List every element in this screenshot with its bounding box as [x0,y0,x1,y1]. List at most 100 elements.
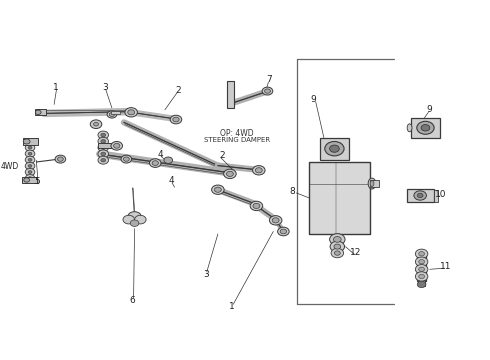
Circle shape [25,150,35,157]
Bar [227,81,234,108]
Circle shape [98,137,109,145]
Circle shape [28,165,32,167]
Bar [98,143,112,148]
Text: STEERING DAMPER: STEERING DAMPER [204,138,270,143]
Circle shape [98,131,109,139]
Bar [369,180,379,187]
Circle shape [262,87,273,95]
Circle shape [419,260,424,264]
Circle shape [152,161,158,166]
Bar [411,118,440,138]
Circle shape [114,143,120,148]
Circle shape [123,157,129,161]
Circle shape [101,133,106,137]
Circle shape [417,121,434,134]
Ellipse shape [370,181,374,186]
Circle shape [25,162,35,170]
Circle shape [330,145,339,152]
Bar [35,109,46,115]
Circle shape [35,110,41,114]
Circle shape [98,156,109,164]
Circle shape [57,157,63,161]
Circle shape [215,187,221,192]
Bar [111,111,120,114]
Text: 9: 9 [311,95,317,104]
Circle shape [121,155,132,163]
Text: 9: 9 [426,105,432,114]
Circle shape [334,237,341,242]
Circle shape [170,115,182,124]
Circle shape [419,274,424,279]
Circle shape [414,191,426,200]
Ellipse shape [368,178,376,189]
Circle shape [330,234,345,245]
Circle shape [416,249,428,258]
Text: 3: 3 [203,270,209,279]
Circle shape [265,89,270,93]
Circle shape [173,117,179,122]
Circle shape [335,251,340,255]
Circle shape [130,220,139,226]
Bar [319,138,349,160]
Circle shape [417,281,426,288]
Circle shape [98,150,109,158]
Circle shape [55,155,66,163]
Circle shape [128,110,135,115]
Circle shape [280,229,287,234]
Circle shape [149,159,161,167]
Text: 5: 5 [34,177,40,186]
Text: 10: 10 [435,190,446,199]
Circle shape [416,272,428,281]
Circle shape [25,168,35,176]
Circle shape [90,120,102,129]
Text: 11: 11 [440,262,451,271]
Text: 2: 2 [175,86,181,95]
Circle shape [111,141,122,150]
Bar [23,138,38,145]
Circle shape [25,156,35,163]
Circle shape [28,177,32,180]
Circle shape [419,252,424,256]
Circle shape [331,248,343,258]
Bar [418,280,425,286]
Circle shape [212,185,224,194]
Circle shape [123,215,135,224]
Circle shape [125,108,137,117]
Text: 4WD: 4WD [0,162,19,171]
Circle shape [98,144,109,152]
Text: 8: 8 [290,187,295,196]
Bar [309,162,369,234]
Ellipse shape [407,124,412,132]
Text: 12: 12 [349,248,361,257]
Circle shape [250,201,263,211]
Circle shape [334,244,341,249]
Circle shape [325,141,344,156]
Text: 2: 2 [219,151,224,160]
Circle shape [25,175,35,182]
Circle shape [135,215,146,224]
Circle shape [25,144,35,151]
Circle shape [24,139,30,144]
Text: 4: 4 [157,150,163,159]
Circle shape [107,111,117,118]
Bar [22,177,37,183]
Bar [417,254,426,281]
Circle shape [28,152,32,155]
Bar [407,189,434,202]
Text: 6: 6 [130,296,136,305]
Circle shape [226,171,233,176]
Circle shape [128,212,141,222]
Circle shape [330,241,344,252]
Circle shape [28,171,32,174]
Circle shape [255,168,262,173]
Circle shape [109,112,115,117]
Text: 3: 3 [102,83,108,92]
Circle shape [223,169,236,179]
Circle shape [270,216,282,225]
Circle shape [416,257,428,266]
Circle shape [24,178,29,182]
Circle shape [101,152,106,156]
Circle shape [421,125,430,131]
Circle shape [416,265,428,274]
Text: 7: 7 [267,76,272,85]
